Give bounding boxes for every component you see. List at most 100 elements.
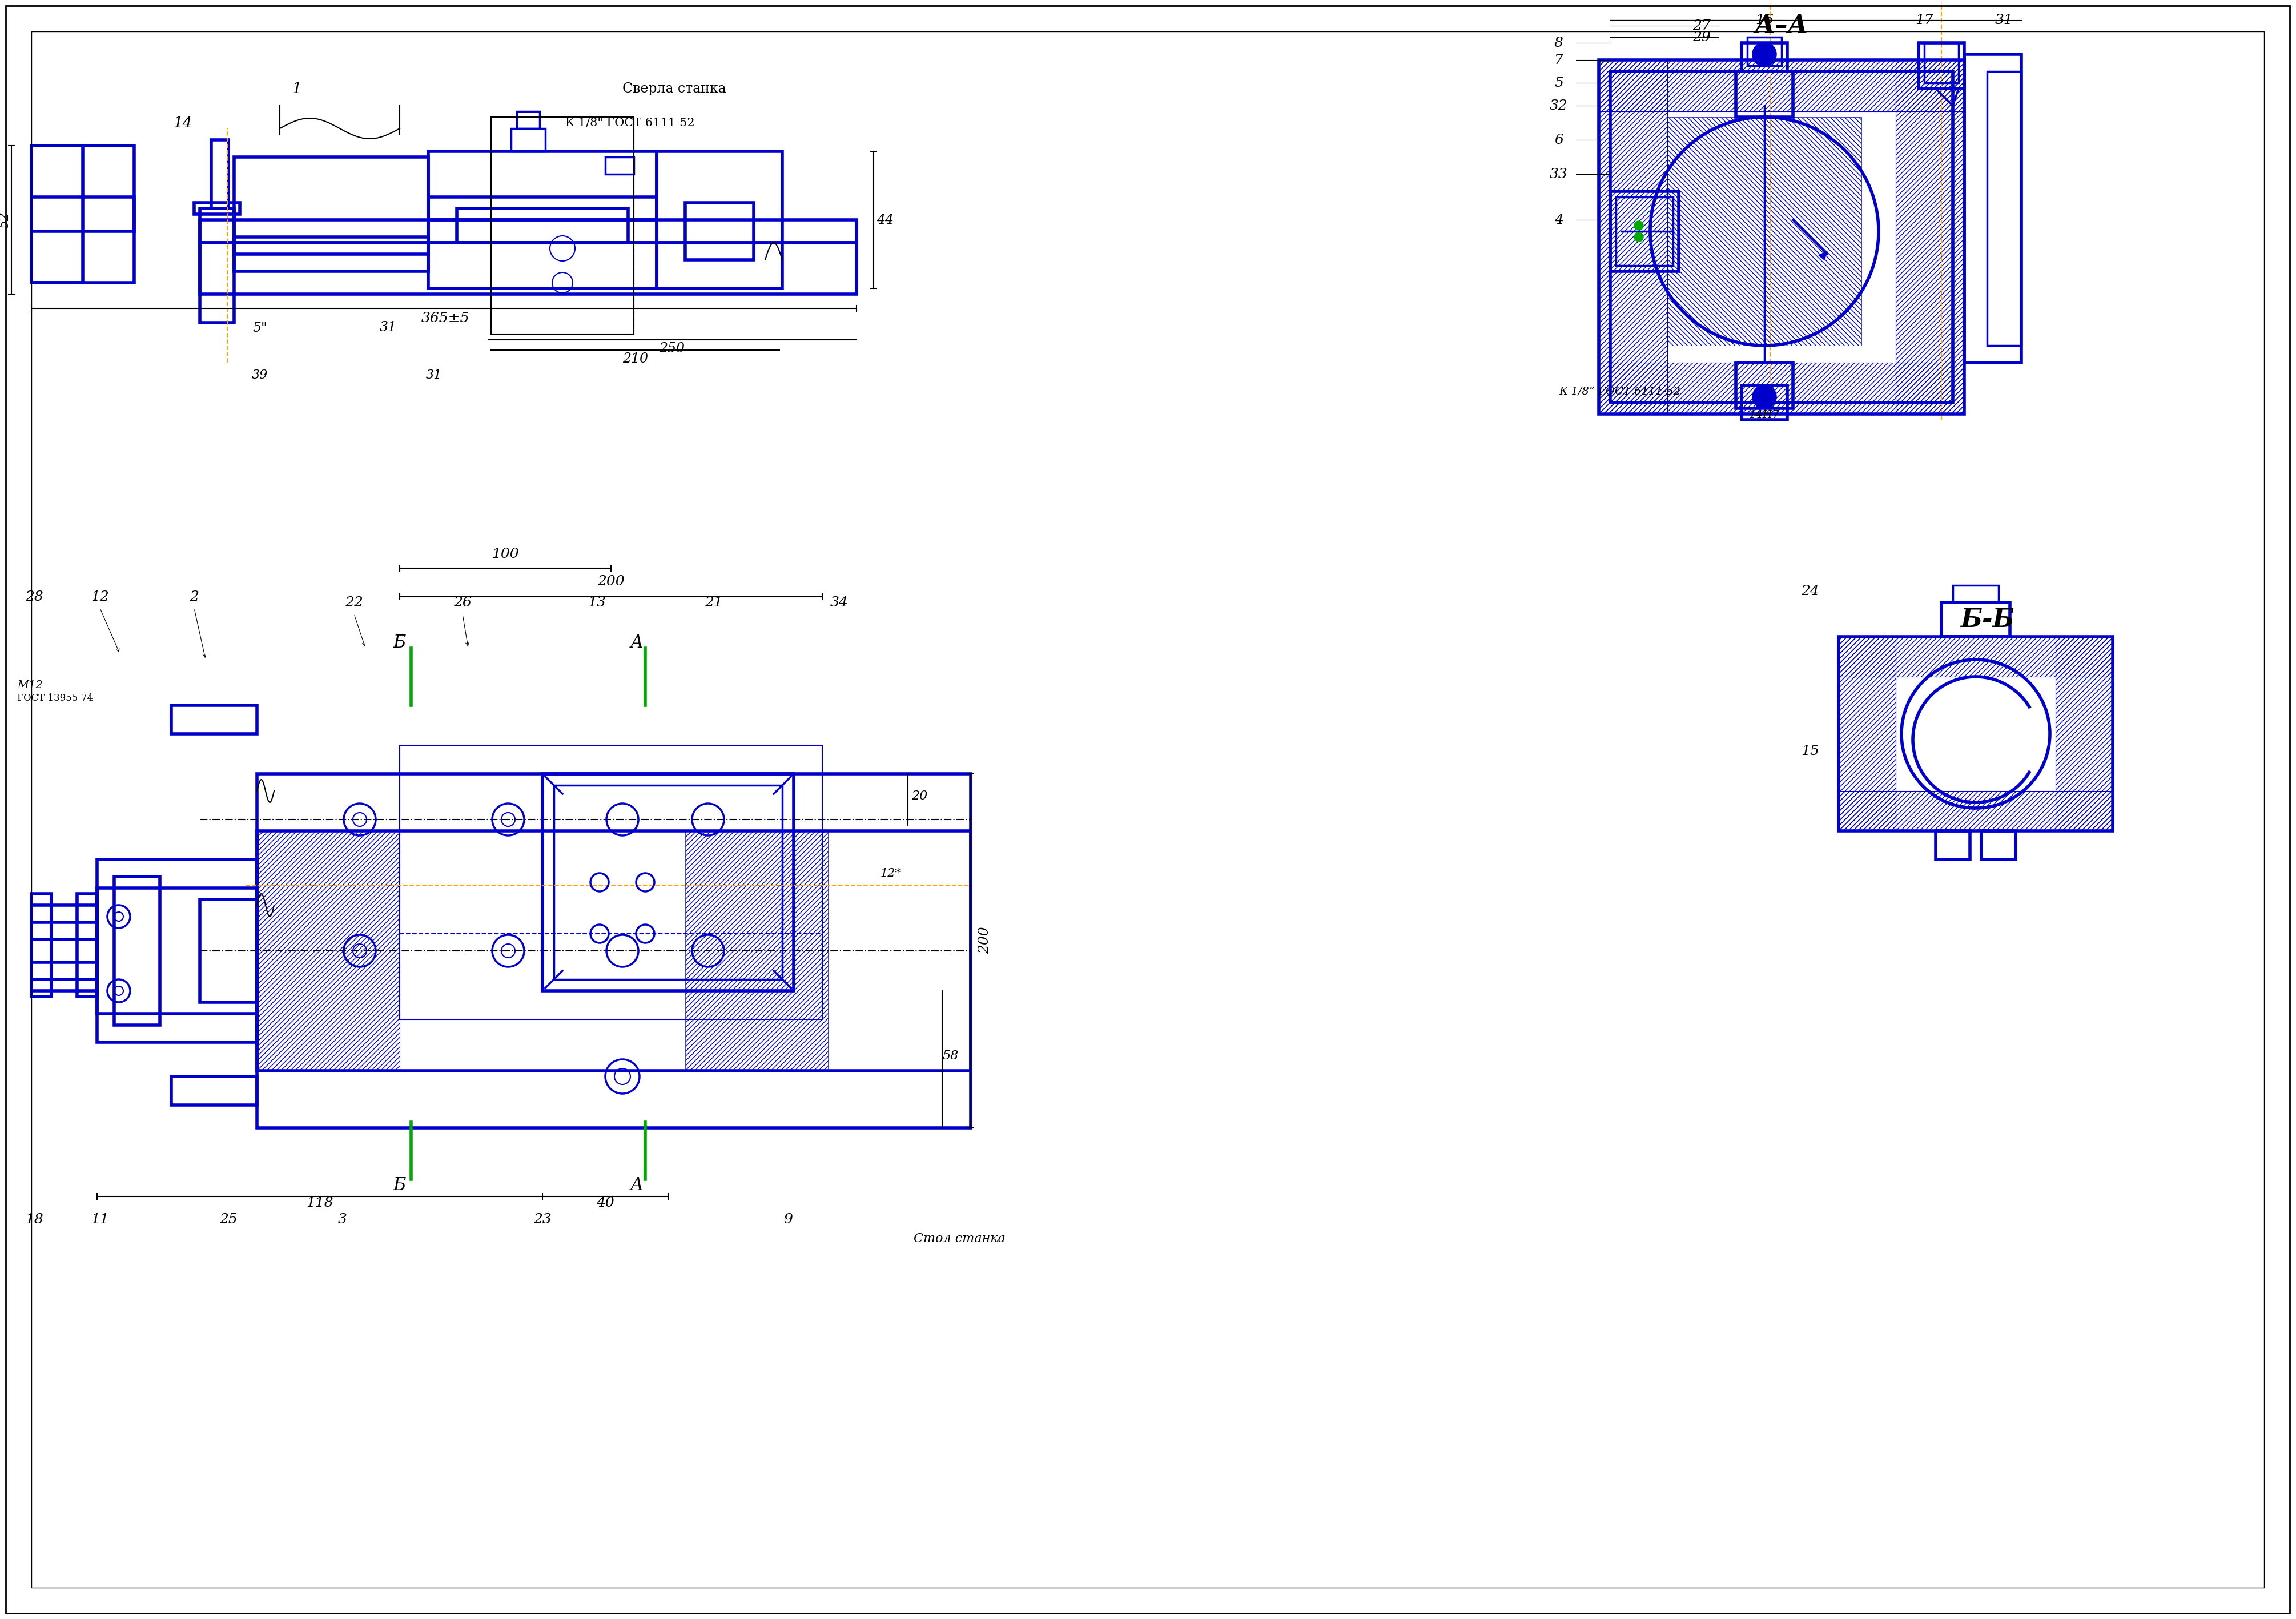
Bar xyxy=(1598,60,1965,414)
Bar xyxy=(1736,71,1793,117)
Text: Б-Б: Б-Б xyxy=(1961,607,2014,631)
Text: 3: 3 xyxy=(338,1213,347,1226)
Text: 52: 52 xyxy=(0,212,11,228)
Text: 9: 9 xyxy=(783,1213,792,1226)
Text: 26: 26 xyxy=(452,596,471,609)
Text: 12: 12 xyxy=(92,591,108,604)
Bar xyxy=(200,243,856,295)
Bar xyxy=(200,220,856,243)
Bar xyxy=(1981,831,2016,860)
Text: 40: 40 xyxy=(597,1196,615,1209)
Text: А: А xyxy=(629,633,643,651)
Circle shape xyxy=(1752,42,1775,66)
Bar xyxy=(2055,636,2112,831)
Bar xyxy=(1919,42,1965,89)
Bar xyxy=(78,894,96,997)
Text: 29: 29 xyxy=(1692,31,1711,44)
Text: Б: Б xyxy=(393,633,406,651)
Text: 6: 6 xyxy=(1554,133,1564,146)
Text: А: А xyxy=(629,1175,643,1193)
Bar xyxy=(32,923,96,939)
Bar xyxy=(1942,602,2009,636)
Text: 58: 58 xyxy=(944,1049,960,1062)
Bar xyxy=(32,962,96,979)
Bar xyxy=(234,236,429,254)
Bar xyxy=(1965,55,2020,363)
Text: 15: 15 xyxy=(1800,745,1818,758)
Text: 8: 8 xyxy=(1554,36,1564,50)
Text: 16: 16 xyxy=(1756,13,1773,26)
Text: 365±5: 365±5 xyxy=(420,311,468,325)
Bar xyxy=(517,112,540,128)
Bar xyxy=(1986,71,2020,345)
Text: 11: 11 xyxy=(92,1213,108,1226)
Bar xyxy=(1747,37,1782,66)
Bar xyxy=(1839,636,1896,831)
Text: Сверла станка: Сверла станка xyxy=(622,83,726,96)
Text: 1: 1 xyxy=(292,81,301,96)
Bar xyxy=(234,157,429,272)
Circle shape xyxy=(1752,385,1775,408)
Bar xyxy=(1924,42,1958,83)
Bar xyxy=(429,151,657,288)
Bar xyxy=(1667,117,1862,345)
Text: 4: 4 xyxy=(1554,214,1564,227)
Bar xyxy=(96,860,257,1043)
Text: 34: 34 xyxy=(831,596,850,609)
Text: 118: 118 xyxy=(305,1196,333,1209)
Bar xyxy=(1598,60,1667,414)
Bar xyxy=(211,139,227,209)
Bar xyxy=(1598,363,1965,414)
Bar xyxy=(457,209,629,243)
Text: 17: 17 xyxy=(1915,13,1933,26)
Bar xyxy=(684,202,753,259)
Text: 100: 100 xyxy=(491,547,519,560)
Text: 44: 44 xyxy=(877,214,893,227)
Bar xyxy=(1954,586,1998,602)
Text: 23: 23 xyxy=(533,1213,551,1226)
Bar xyxy=(606,157,634,175)
Bar xyxy=(1896,60,1965,414)
Text: 14H7: 14H7 xyxy=(1750,410,1779,421)
Text: Б: Б xyxy=(393,1175,406,1193)
Bar xyxy=(1839,792,2112,831)
Text: 7: 7 xyxy=(1554,53,1564,66)
Text: К 1/8" ГОСТ 6111-52: К 1/8" ГОСТ 6111-52 xyxy=(565,117,696,128)
Bar xyxy=(657,151,783,288)
Text: А–А: А–А xyxy=(1754,13,1809,37)
Bar xyxy=(1743,385,1786,419)
Text: 18: 18 xyxy=(25,1213,44,1226)
Circle shape xyxy=(1635,222,1644,230)
Text: 20: 20 xyxy=(912,790,928,803)
Bar xyxy=(195,202,239,214)
Bar xyxy=(172,706,257,733)
Bar xyxy=(257,831,971,1070)
Bar xyxy=(542,774,794,991)
Text: 12*: 12* xyxy=(879,868,902,879)
Text: Стол станка: Стол станка xyxy=(914,1232,1006,1245)
Text: 24: 24 xyxy=(1800,584,1818,597)
Bar xyxy=(257,774,971,1128)
Bar xyxy=(257,831,400,1070)
Bar xyxy=(512,128,546,151)
Bar xyxy=(684,831,829,1070)
Text: 5": 5" xyxy=(253,321,266,335)
Bar xyxy=(429,198,657,220)
Bar xyxy=(32,146,133,283)
Bar xyxy=(32,894,51,997)
Text: 28: 28 xyxy=(25,591,44,604)
Text: 31: 31 xyxy=(1995,13,2014,26)
Text: 31: 31 xyxy=(379,321,397,334)
Text: 27: 27 xyxy=(1692,19,1711,32)
Text: 200: 200 xyxy=(597,575,625,588)
Bar xyxy=(1839,636,2112,831)
Text: 2: 2 xyxy=(191,591,200,604)
Bar xyxy=(1616,198,1674,266)
Text: 5: 5 xyxy=(1554,76,1564,89)
Bar xyxy=(1936,831,1970,860)
Bar xyxy=(32,198,133,232)
Bar xyxy=(1839,636,2112,677)
Bar xyxy=(172,1077,257,1106)
Text: 13: 13 xyxy=(588,596,606,609)
Bar xyxy=(96,889,257,1013)
